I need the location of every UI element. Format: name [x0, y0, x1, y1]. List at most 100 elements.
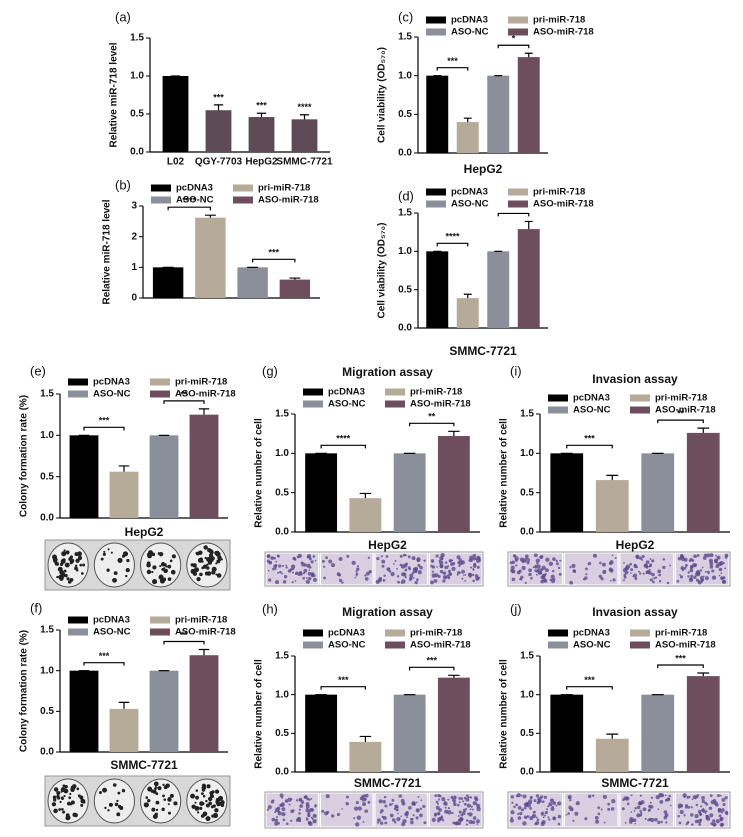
cell: [622, 579, 625, 582]
significance: ***: [99, 651, 110, 661]
cell: [450, 562, 454, 567]
colony: [126, 558, 130, 563]
cell: [302, 572, 306, 575]
colony: [199, 806, 203, 811]
y-tick-label: 0.0: [520, 527, 534, 538]
cell: [292, 809, 295, 812]
x-axis-label: HepG2: [616, 538, 655, 552]
cell: [364, 793, 369, 798]
colony: [125, 567, 130, 573]
cell: [281, 572, 284, 575]
cell: [454, 821, 458, 826]
colony: [155, 792, 159, 796]
colony: [162, 783, 165, 786]
cell: [341, 581, 344, 584]
colony: [70, 785, 76, 791]
cell: [547, 816, 550, 819]
cell: [695, 578, 699, 582]
colony: [143, 802, 149, 808]
cell: [308, 576, 312, 581]
colony: [211, 814, 215, 818]
cell: [308, 569, 311, 571]
cell: [621, 807, 625, 811]
cell: [404, 554, 407, 557]
cell: [704, 812, 707, 814]
cell: [709, 794, 713, 797]
colony: [57, 566, 63, 572]
colony: [146, 569, 152, 575]
cell: [535, 558, 541, 563]
cell: [552, 816, 555, 820]
cell: [464, 573, 467, 576]
cell: [536, 562, 539, 565]
cell: [630, 572, 632, 574]
y-tick-label: 1.0: [398, 70, 412, 81]
significance: ****: [182, 196, 197, 206]
cell: [308, 566, 312, 569]
cell: [460, 813, 464, 817]
y-tick-label: 1.0: [520, 448, 534, 459]
cell: [362, 820, 365, 823]
cell: [510, 816, 513, 819]
legend-label: pcDNA3: [176, 183, 213, 194]
cell: [510, 795, 515, 799]
bar: [195, 217, 226, 298]
cell: [396, 575, 400, 578]
cell: [569, 807, 574, 812]
bar: [456, 298, 479, 328]
bracket: [409, 422, 455, 427]
cell: [614, 556, 617, 560]
cell: [439, 795, 442, 798]
bar: [456, 122, 479, 153]
cell: [470, 805, 473, 808]
colony: [196, 568, 199, 571]
cell: [548, 818, 551, 821]
cell: [624, 822, 627, 824]
cell: [367, 800, 371, 804]
cell: [456, 555, 461, 560]
colony: [201, 786, 204, 789]
cell: [471, 808, 474, 811]
cell: [724, 796, 728, 800]
cell: [549, 798, 555, 803]
cell: [687, 575, 690, 578]
cell: [707, 572, 710, 575]
colony: [52, 557, 58, 562]
cell: [574, 811, 579, 816]
cell: [649, 578, 653, 582]
cell: [304, 795, 308, 799]
legend-label: ASO-NC: [93, 627, 131, 638]
cell: [441, 797, 446, 802]
cell: [466, 803, 471, 808]
colony: [151, 807, 156, 812]
y-tick-label: 0: [131, 293, 137, 304]
legend-swatch: [508, 16, 528, 24]
bracket: [657, 419, 704, 424]
y-axis-label: Cell viability (OD₅₇₀): [377, 47, 388, 143]
cell: [594, 816, 599, 820]
cell: [361, 795, 364, 798]
cell: [642, 807, 647, 812]
cell: [453, 802, 457, 807]
panel-label: (j): [510, 601, 522, 616]
cell: [298, 797, 303, 802]
cell: [557, 822, 561, 826]
cell: [416, 557, 421, 562]
cell: [472, 816, 477, 820]
cell: [584, 817, 588, 821]
cell: [326, 810, 330, 814]
colony: [149, 788, 152, 791]
cell: [602, 794, 607, 799]
colony: [170, 569, 176, 575]
colony: [206, 566, 210, 570]
colony: [99, 791, 102, 794]
colony: [162, 794, 165, 798]
cell: [517, 816, 522, 820]
colony: [220, 800, 225, 805]
cell: [569, 798, 572, 802]
cell: [433, 579, 438, 583]
colony: [147, 786, 153, 792]
significance: ***: [584, 434, 595, 444]
bar: [305, 453, 338, 532]
colony: [60, 558, 66, 564]
